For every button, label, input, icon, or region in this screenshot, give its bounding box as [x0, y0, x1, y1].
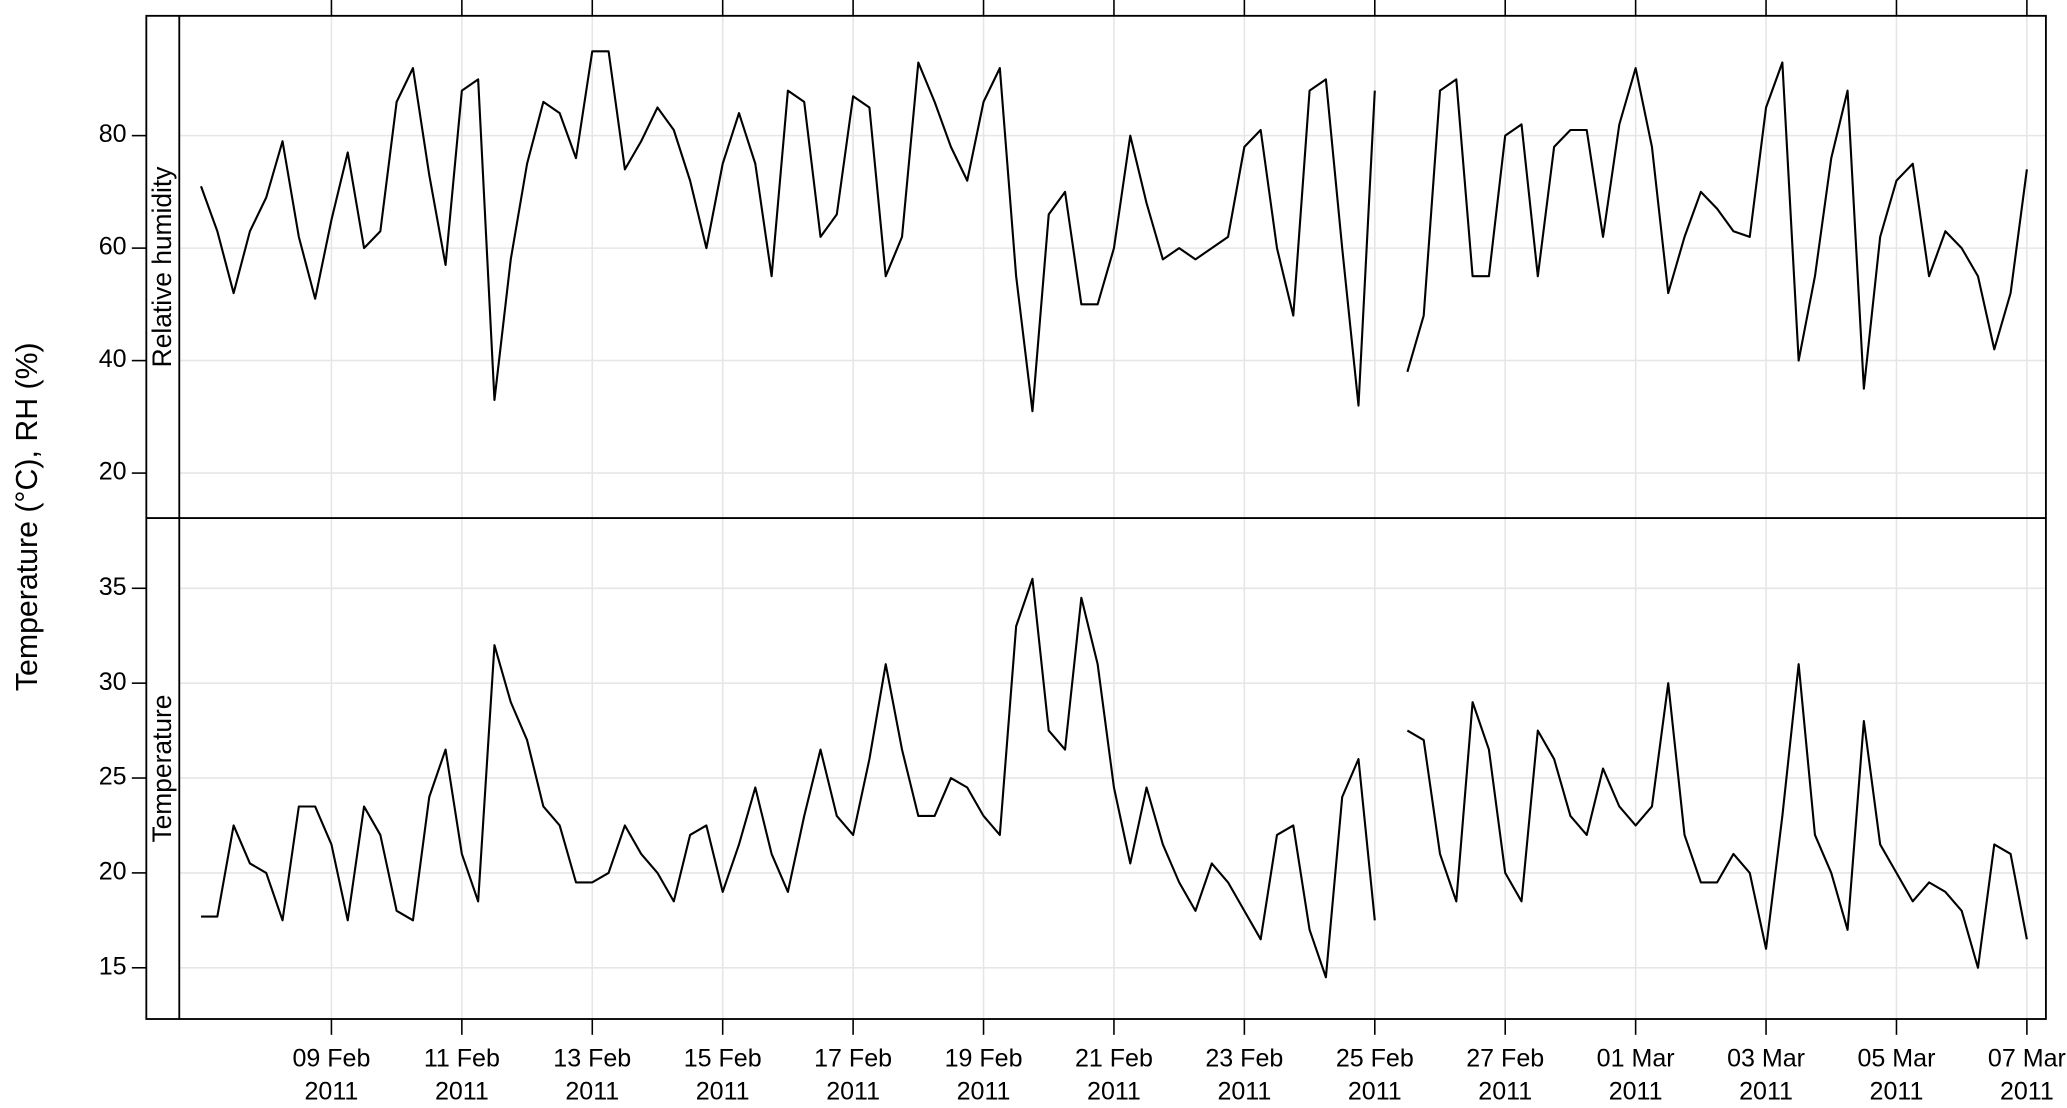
x-tick-label: 2011	[957, 1077, 1011, 1105]
y-tick-label: 20	[99, 458, 127, 486]
strip-label: Temperature	[147, 695, 177, 843]
y-tick-label: 35	[99, 573, 127, 601]
x-tick-label: 2011	[826, 1077, 880, 1105]
x-tick-label: 2011	[1348, 1077, 1402, 1105]
x-tick-label: 21 Feb	[1075, 1044, 1153, 1072]
x-tick-label: 13 Feb	[553, 1044, 631, 1072]
y-tick-label: 30	[99, 668, 127, 696]
x-tick-label: 05 Mar	[1858, 1044, 1936, 1072]
y-tick-label: 60	[99, 233, 127, 261]
x-tick-label: 2011	[565, 1077, 619, 1105]
y-tick-label: 80	[99, 120, 127, 148]
strip-label: Relative humidity	[147, 166, 177, 368]
x-tick-label: 2011	[2000, 1077, 2054, 1105]
x-tick-label: 03 Mar	[1727, 1044, 1805, 1072]
x-tick-label: 09 Feb	[292, 1044, 370, 1072]
x-tick-label: 25 Feb	[1336, 1044, 1414, 1072]
x-tick-label: 2011	[696, 1077, 750, 1105]
y-tick-label: 20	[99, 858, 127, 886]
x-tick-label: 27 Feb	[1466, 1044, 1544, 1072]
x-tick-label: 23 Feb	[1205, 1044, 1283, 1072]
y-tick-label: 15	[99, 952, 127, 980]
y-tick-label: 40	[99, 345, 127, 373]
x-tick-label: 2011	[1609, 1077, 1663, 1105]
x-tick-label: 2011	[1478, 1077, 1532, 1105]
x-tick-label: 2011	[1217, 1077, 1271, 1105]
y-axis-label: Temperature (°C), RH (%)	[11, 342, 44, 691]
x-tick-label: 2011	[1870, 1077, 1924, 1105]
line	[200, 50, 2028, 413]
x-tick-label: 2011	[1739, 1077, 1793, 1105]
x-tick-label: 15 Feb	[684, 1044, 762, 1072]
x-tick-label: 19 Feb	[945, 1044, 1023, 1072]
x-tick-label: 2011	[305, 1077, 359, 1105]
x-tick-label: 07 Mar	[1988, 1044, 2066, 1072]
x-tick-label: 17 Feb	[814, 1044, 892, 1072]
x-tick-label: 01 Mar	[1597, 1044, 1675, 1072]
x-tick-label: 11 Feb	[424, 1044, 500, 1072]
y-tick-label: 25	[99, 763, 127, 791]
x-tick-label: 2011	[435, 1077, 489, 1105]
line	[201, 577, 2028, 979]
x-tick-label: 2011	[1087, 1077, 1141, 1105]
